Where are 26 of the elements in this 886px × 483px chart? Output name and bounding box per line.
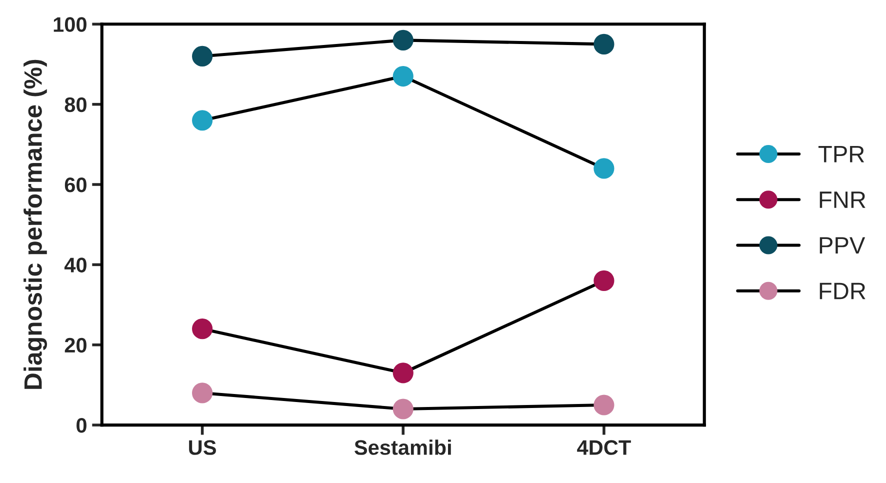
x-tick-label: US (189, 440, 216, 455)
legend-label: FDR (820, 282, 866, 300)
point (594, 158, 614, 179)
point (192, 318, 213, 340)
point (192, 46, 213, 67)
point (392, 398, 414, 420)
y-tick-label: 40 (64, 258, 86, 272)
y-axis-title: Diagnostic performance (%) (24, 60, 47, 389)
y-tick-label: 0 (76, 418, 86, 433)
legend-label: TPR (818, 146, 864, 162)
legend-label: PPV (820, 237, 866, 254)
legend-label: FNR (820, 192, 866, 208)
point (594, 34, 614, 54)
x-tick-label: Sestamibi (354, 440, 451, 455)
y-tick-label: 100 (54, 17, 86, 32)
point (392, 66, 414, 87)
point (192, 382, 213, 404)
point (594, 394, 614, 416)
point (392, 362, 414, 384)
y-tick-label: 60 (64, 178, 86, 192)
y-tick-label: 20 (64, 338, 86, 353)
point (594, 270, 614, 292)
point (192, 110, 213, 131)
y-tick-label: 80 (64, 97, 86, 112)
point (392, 30, 414, 50)
x-tick-label: 4DCT (577, 440, 631, 455)
